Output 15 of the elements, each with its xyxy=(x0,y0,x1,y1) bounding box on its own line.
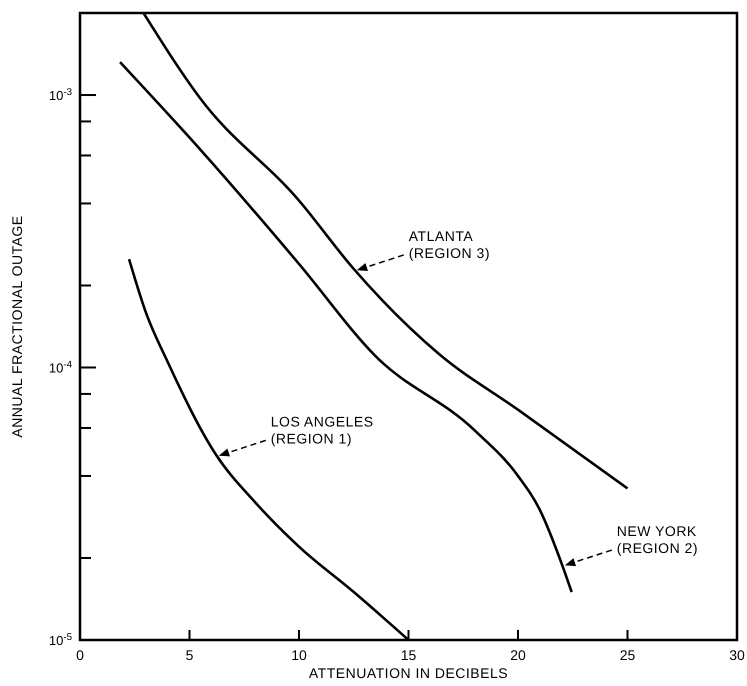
x-tick-label: 0 xyxy=(76,647,84,663)
annotation: ATLANTA (REGION 3) xyxy=(408,228,490,261)
x-tick-label: 10 xyxy=(291,647,307,663)
y-tick-label: 10$^{-5}$ xyxy=(48,632,73,648)
y-axis-title: ANNUAL FRACTIONAL OUTAGE xyxy=(9,215,25,438)
x-tick-label: 25 xyxy=(620,647,636,663)
y-tick-label: 10$^{-3}$ xyxy=(48,86,72,104)
x-tick-label: 15 xyxy=(400,647,416,663)
x-tick-label: 5 xyxy=(186,647,194,663)
annotation: LOS ANGELES (REGION 1) xyxy=(270,413,374,446)
annotation: NEW YORK (REGION 2) xyxy=(616,523,698,556)
x-tick-label: 20 xyxy=(510,647,526,663)
x-tick-label: 30 xyxy=(729,647,745,663)
x-axis-title: ATTENUATION IN DECIBELS xyxy=(308,665,508,681)
y-tick-label: 10$^{-4}$ xyxy=(48,359,73,376)
